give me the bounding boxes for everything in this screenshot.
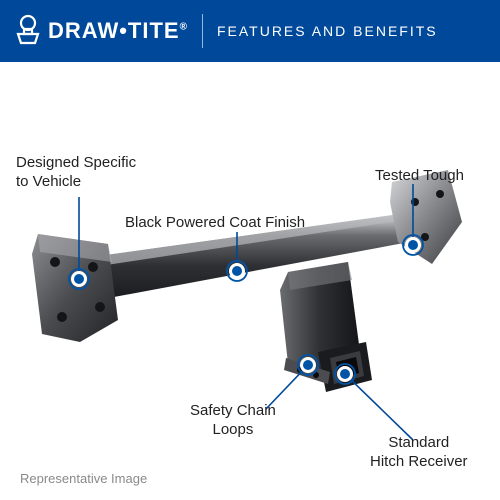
callout-line: Designed Specific (16, 154, 136, 173)
header-bar: DRAW•TITE® FEATURES AND BENEFITS (0, 0, 500, 62)
tagline: FEATURES AND BENEFITS (217, 23, 438, 39)
brand-logo: DRAW•TITE® (14, 13, 188, 49)
callout-receiver: StandardHitch Receiver (370, 434, 468, 472)
marker-dot (303, 360, 313, 370)
hitch-ball-icon (14, 13, 42, 49)
bolt-hole (436, 190, 444, 198)
marker-dot (232, 266, 242, 276)
header-divider (202, 14, 203, 48)
brand-text: DRAW•TITE (48, 18, 180, 43)
page: DRAW•TITE® FEATURES AND BENEFITS (0, 0, 500, 500)
callout-line: Loops (190, 421, 276, 440)
diagram-area: Designed Specificto Vehicle Black Powered… (0, 62, 500, 500)
callout-line: to Vehicle (16, 173, 136, 192)
callout-designed: Designed Specificto Vehicle (16, 154, 136, 192)
marker-dot (74, 274, 84, 284)
callout-black-coat: Black Powered Coat Finish (125, 214, 305, 233)
callout-safety-chain: Safety ChainLoops (190, 402, 276, 440)
callout-line: Safety Chain (190, 402, 276, 421)
callout-line: Black Powered Coat Finish (125, 214, 305, 233)
bolt-hole (88, 262, 98, 272)
callout-tested-tough: Tested Tough (375, 167, 464, 186)
leader-line (345, 374, 413, 440)
callout-line: Tested Tough (375, 167, 464, 186)
callout-line: Hitch Receiver (370, 453, 468, 472)
bolt-hole (50, 257, 60, 267)
marker-dot (340, 369, 350, 379)
brand-name: DRAW•TITE® (48, 18, 188, 44)
bolt-hole (95, 302, 105, 312)
footer-note: Representative Image (20, 471, 147, 486)
callout-line: Standard (370, 434, 468, 453)
marker-dot (408, 240, 418, 250)
registered-mark: ® (180, 22, 188, 33)
bolt-hole (57, 312, 67, 322)
